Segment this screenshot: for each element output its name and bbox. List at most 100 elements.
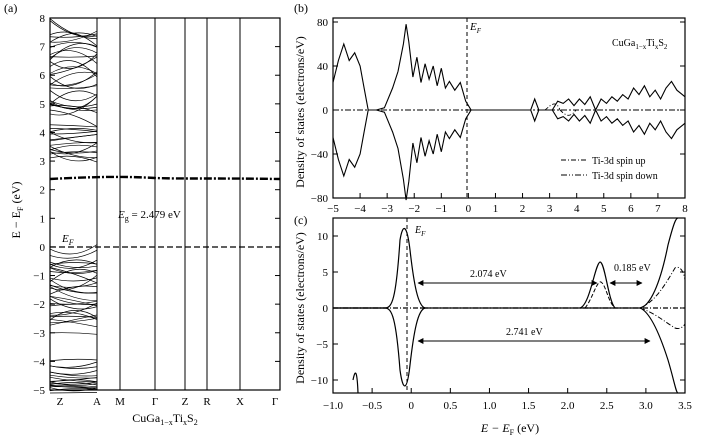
panel-a-ytick: 7: [40, 42, 46, 54]
panel-a-material: CuGa1−xTixS2: [132, 411, 197, 427]
panel-a-ef-label: EF: [61, 233, 74, 247]
panel-c-xtick: 0.5: [443, 400, 457, 412]
panel-c-xtick: 2.5: [600, 400, 614, 412]
panel-c-xtick: −1.0: [323, 400, 343, 412]
ti3d-pdos: [544, 103, 577, 116]
panel-c-xtick: 0: [408, 400, 414, 412]
panel-c-xtick: 2.0: [561, 400, 575, 412]
panel-c-ib-ti3d: [584, 281, 616, 309]
panel-c-xticks: −1.0 −0.5 0 0.5 1.0 1.5 2.0 2.5 3.0 3.5: [323, 388, 692, 412]
panel-b-xtick: −2: [408, 203, 420, 215]
panel-a-ytick: −1: [33, 271, 45, 283]
panel-c-xtick: 3.0: [639, 400, 653, 412]
panel-b-yticks: 80 40 0 −40 −80: [311, 17, 685, 205]
panel-c-xtick: 1.5: [522, 400, 536, 412]
panel-b-legend: Ti-3d spin up Ti-3d spin down: [561, 156, 658, 182]
panel-b-ytick: 80: [317, 17, 329, 29]
panel-b-xticks: −5 −4 −3 −2 −1 0 1 2 3 4 5 6 7 8: [327, 193, 688, 215]
panel-a-ytick: −3: [33, 328, 45, 340]
panel-b-ytick: −80: [311, 193, 329, 205]
panel-b-xtick: 4: [574, 203, 580, 215]
annotation-2741: 2.741 eV: [506, 327, 543, 338]
panel-b-xtick: 8: [682, 203, 688, 215]
panel-b-xtick: 1: [493, 203, 499, 215]
panel-b-xtick: −4: [354, 203, 366, 215]
panel-c-vb-tail: [352, 372, 359, 394]
panel-c-ib-peak: [579, 261, 616, 309]
panel-a-ytick: 2: [40, 185, 46, 197]
panel-c-plot-area: [332, 217, 686, 394]
panel-a-xtick: M: [115, 396, 125, 408]
panel-c-ef-label: EF: [414, 225, 426, 238]
panel-a-yticks: −5 −4 −3 −2 −1 0 1 2 3 4 5 6 7 8: [33, 13, 280, 397]
panel-a-ytick: 1: [40, 213, 46, 225]
panel-b-ytick: −40: [311, 149, 329, 161]
panel-a-ytick: −2: [33, 299, 45, 311]
annotation-2074: 2.074 eV: [470, 269, 507, 280]
panel-c: (c) Density of states (electrons/eV) EF …: [293, 213, 692, 437]
panel-c-ytick: −5: [316, 339, 328, 351]
panel-c-xtick: 3.5: [678, 400, 692, 412]
dos-spin-down-curve: [332, 108, 686, 201]
panel-a-label: (a): [4, 1, 17, 15]
panel-a-xtick: Z: [182, 396, 189, 408]
panel-b-ytick: 40: [317, 61, 329, 73]
legend-spin-down: Ti-3d spin down: [592, 171, 658, 182]
panel-b-xtick: −1: [435, 203, 447, 215]
panel-c-xtick: −0.5: [362, 400, 382, 412]
panel-c-xtick: 1.0: [483, 400, 497, 412]
panel-b-xtick: −5: [327, 203, 339, 215]
band-gap-label: Eg = 2.479 eV: [117, 209, 181, 223]
panel-c-cb-down: [639, 307, 679, 394]
panel-a-xtick: A: [93, 396, 101, 408]
panel-c-yticks: 10 5 0 −5 −10: [311, 231, 685, 387]
panel-a-ytick: 6: [40, 70, 46, 82]
panel-b: (b) Density of states (electrons/eV) EF …: [293, 1, 688, 215]
panel-c-vb-up: [333, 228, 426, 309]
panel-a-xtick: X: [236, 396, 244, 408]
panel-c-cb-ti3d-down: [639, 307, 686, 329]
panel-c-cb-ti3d-up: [639, 266, 686, 309]
panel-c-ytick: 10: [317, 231, 329, 243]
panel-c-ytick: −10: [311, 375, 329, 387]
panel-a-ytick: 3: [40, 156, 46, 168]
panel-a-ylabel: E − EF (eV): [9, 182, 25, 239]
panel-c-ytick: 5: [323, 267, 329, 279]
panel-b-plot-area: [332, 17, 686, 199]
panel-b-xtick: 5: [601, 203, 607, 215]
panel-c-label: (c): [294, 213, 307, 227]
band-structure-plot: EF Eg = 2.479 eV: [49, 17, 281, 394]
panel-a: (a) E − EF (eV) EF: [4, 1, 281, 427]
panel-a-ytick: −5: [33, 385, 45, 397]
panel-a-ytick: 4: [40, 127, 46, 139]
panel-c-vb-down: [333, 307, 426, 387]
panel-b-xtick: 0: [466, 203, 472, 215]
panel-b-xtick: −3: [381, 203, 393, 215]
panel-a-xtick: Γ: [272, 396, 278, 408]
legend-spin-up: Ti-3d spin up: [592, 156, 646, 167]
panel-b-ytick: 0: [323, 105, 329, 117]
panel-b-xtick: 7: [655, 203, 661, 215]
panel-a-ytick: 8: [40, 13, 46, 25]
panel-a-xtick: Z: [57, 396, 64, 408]
panel-b-xtick: 2: [520, 203, 526, 215]
panel-c-cb-up: [639, 217, 679, 309]
panel-b-ef-label: EF: [469, 21, 482, 35]
annotation-0185: 0.185 eV: [614, 263, 651, 274]
panel-b-xtick: 3: [547, 203, 553, 215]
panel-a-ytick: 5: [40, 99, 46, 111]
panel-b-xtick: 6: [628, 203, 634, 215]
panel-c-ylabel: Density of states (electrons/eV): [293, 232, 307, 384]
panel-c-ytick: 0: [323, 303, 329, 315]
panel-a-xtick: Γ: [152, 396, 158, 408]
panel-a-xtick: R: [203, 396, 211, 408]
panel-b-label: (b): [294, 1, 308, 15]
panel-b-ylabel: Density of states (electrons/eV): [293, 36, 307, 188]
impurity-band: [49, 175, 281, 181]
panel-a-ytick: −4: [33, 356, 45, 368]
panel-a-ytick: 0: [40, 242, 46, 254]
panel-c-xlabel: E − EF (eV): [480, 421, 539, 437]
